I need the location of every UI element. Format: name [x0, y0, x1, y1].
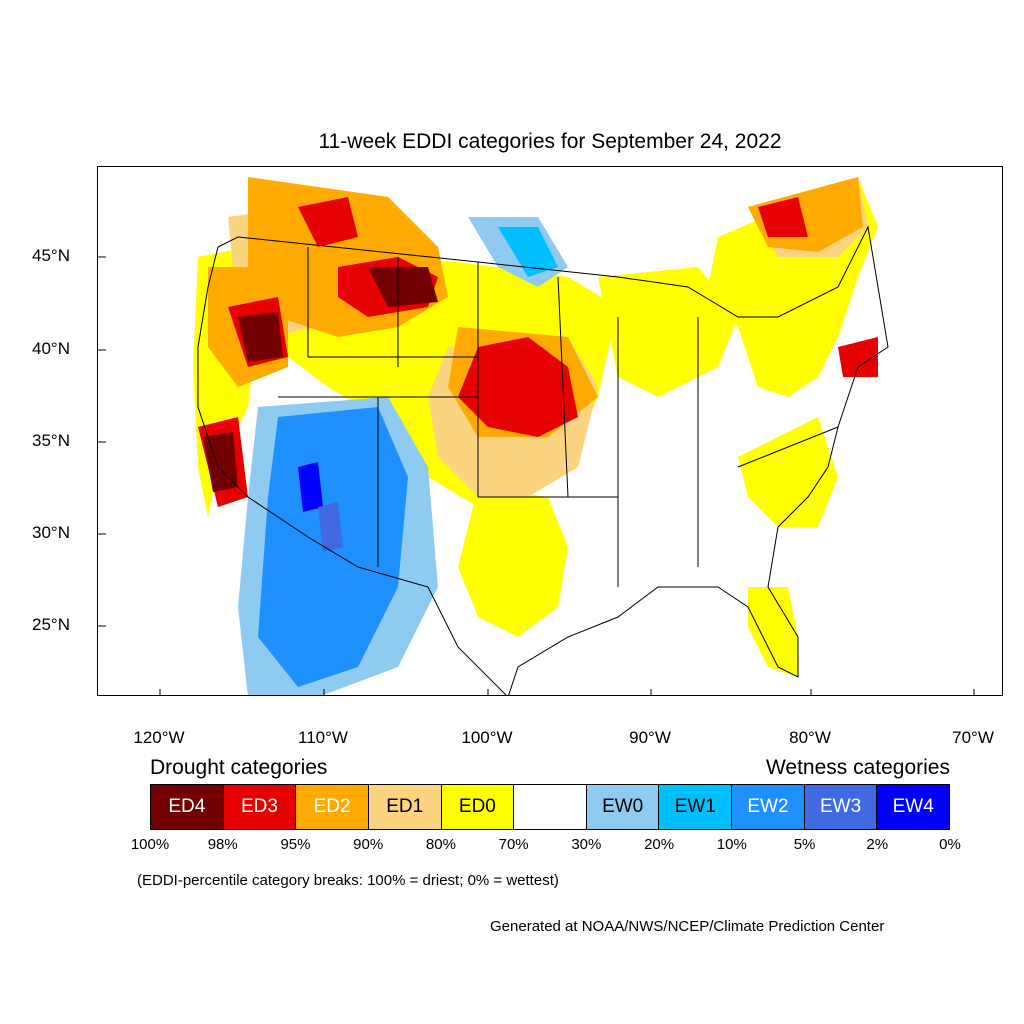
percentile-label: 10% — [716, 836, 747, 853]
region-ed4-oregon — [238, 312, 283, 362]
category-regions — [193, 177, 878, 695]
region-ed0-texas — [458, 487, 568, 637]
lat-label-25: 25°N — [32, 615, 70, 634]
region-ed0-southeast — [738, 417, 838, 527]
legend-cell-ed0: ED0 — [441, 785, 515, 829]
legend-cell-ed4: ED4 — [151, 785, 224, 829]
lon-label-80: 80°W — [789, 728, 831, 747]
percentile-label: 100% — [130, 836, 170, 853]
state-lines — [278, 247, 839, 587]
region-ed3-idaho — [298, 197, 358, 247]
percentile-label: 95% — [280, 836, 311, 853]
lat-label-35: 35°N — [32, 431, 70, 450]
category-note: (EDDI-percentile category breaks: 100% =… — [137, 872, 559, 889]
boundaries — [197, 225, 889, 695]
region-ew1-dakota — [498, 227, 558, 277]
legend-cell-neutral — [514, 785, 587, 829]
percentile-label: 20% — [644, 836, 675, 853]
legend-cell-ed2: ED2 — [296, 785, 369, 829]
eddi-map — [97, 166, 1003, 696]
map-title: 11-week EDDI categories for September 24… — [318, 130, 782, 153]
region-ed4-montana — [368, 267, 438, 307]
credit-text: Generated at NOAA/NWS/NCEP/Climate Predi… — [490, 918, 885, 935]
legend-cell-ew0: EW0 — [586, 785, 660, 829]
lon-label-90: 90°W — [629, 728, 671, 747]
region-ed0-florida — [748, 587, 798, 677]
region-ew4-arizona — [298, 462, 323, 512]
legend-cell-ed3: ED3 — [223, 785, 297, 829]
percentile-label: 90% — [353, 836, 384, 853]
region-ew3-arizona — [318, 502, 343, 552]
percentile-label: 0% — [939, 836, 961, 853]
map-canvas — [98, 177, 975, 695]
lon-label-110: 110°W — [298, 728, 348, 747]
percentile-label: 30% — [571, 836, 602, 853]
legend-cell-ew4: EW4 — [877, 785, 950, 829]
region-ed3-quebec — [758, 197, 808, 237]
lat-label-40: 40°N — [32, 339, 70, 358]
axis-ticks — [98, 256, 975, 695]
region-ed3-newengland — [838, 337, 878, 377]
legend-cell-ed1: ED1 — [368, 785, 442, 829]
lat-label-30: 30°N — [32, 523, 70, 542]
drought-heading: Drought categories — [150, 756, 328, 779]
percentile-label: 2% — [866, 836, 889, 853]
wetness-heading: Wetness categories — [765, 756, 950, 779]
percentile-label: 80% — [425, 836, 456, 853]
percentile-label: 5% — [793, 836, 816, 853]
legend-cell-ew1: EW1 — [659, 785, 733, 829]
us-outline — [197, 225, 889, 695]
legend-color-bar: ED4 ED3 ED2 ED1 ED0 EW0 EW1 EW2 EW3 EW4 — [150, 784, 950, 830]
region-ed0-great-lakes — [598, 267, 738, 397]
legend-cell-ew3: EW3 — [804, 785, 878, 829]
lon-label-120: 120°W — [133, 728, 185, 747]
percentile-label: 70% — [498, 836, 529, 853]
lon-label-70: 70°W — [952, 728, 994, 747]
region-ed3-nebraska — [458, 337, 578, 437]
lat-label-45: 45°N — [32, 246, 70, 265]
legend-cell-ew2: EW2 — [732, 785, 805, 829]
percentile-label: 98% — [207, 836, 238, 853]
lon-label-100: 100°W — [461, 728, 513, 747]
